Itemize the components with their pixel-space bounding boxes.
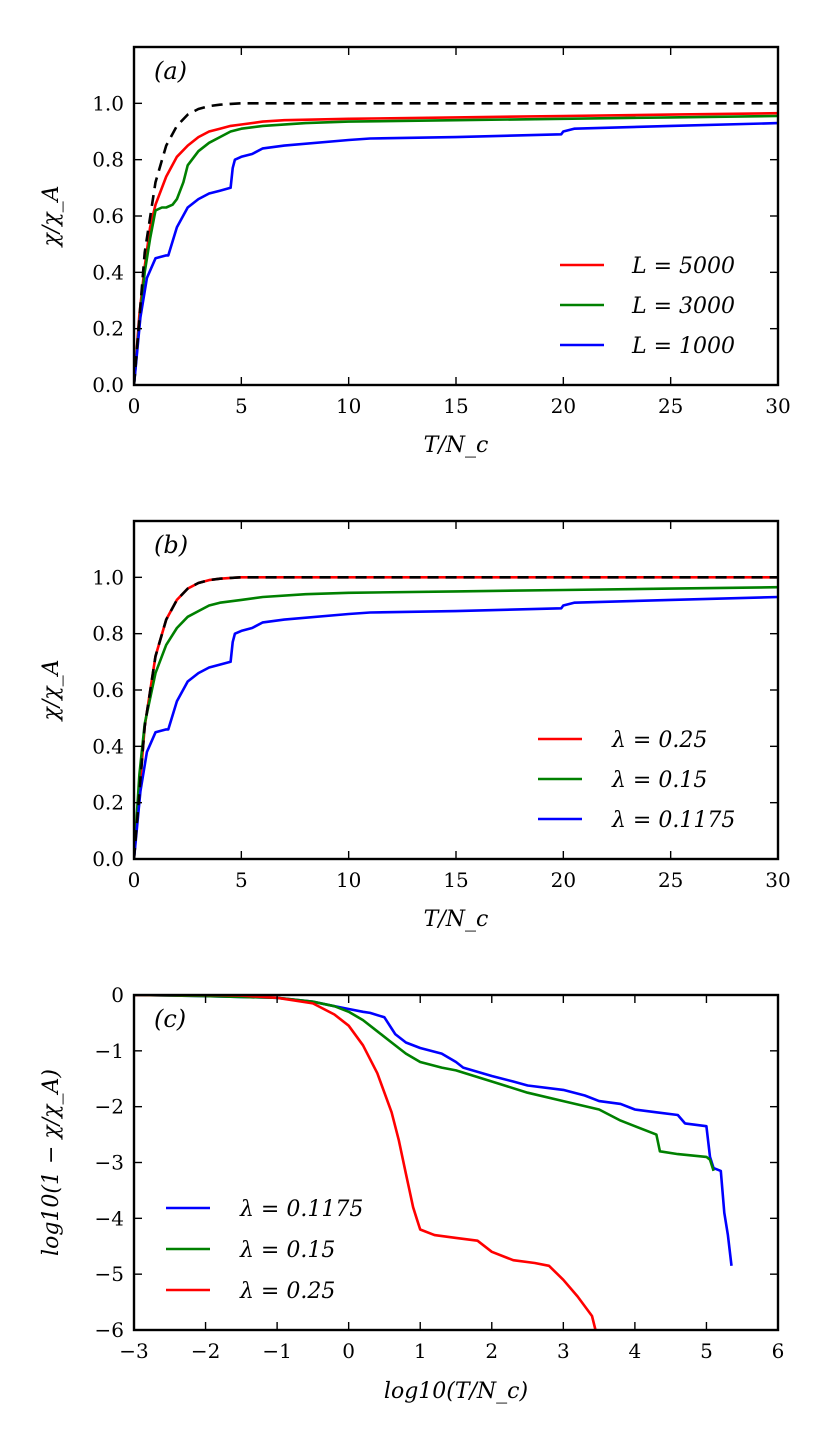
legend-label: λ = 0.15 xyxy=(611,768,707,793)
y-tick-label: 1.0 xyxy=(92,91,124,115)
y-tick-label: 0.2 xyxy=(92,317,124,341)
y-tick-label: 1.0 xyxy=(92,565,124,589)
legend-label: λ = 0.1175 xyxy=(239,1197,363,1222)
y-tick-label: −6 xyxy=(95,1318,124,1342)
series-line-reference xyxy=(134,102,778,385)
x-tick-label: 25 xyxy=(658,868,683,892)
y-axis-title: χ/χ_A xyxy=(39,660,64,723)
series-line-2 xyxy=(134,595,778,859)
y-tick-label: −3 xyxy=(95,1151,124,1175)
legend-label: L = 5000 xyxy=(631,254,735,279)
chart-panel-1: 0 5 10 15 20 25 30 0.0 0.2 0.4 0.6 0.8 1.0 T/N_c χ/χ_A… xyxy=(39,519,791,932)
y-tick-label: 0.0 xyxy=(92,847,124,871)
y-tick-label: 0.8 xyxy=(92,622,124,646)
x-tick-label: −2 xyxy=(191,1339,220,1363)
legend-label: λ = 0.1175 xyxy=(611,808,735,833)
panel-label: (c) xyxy=(154,1005,186,1033)
series-line-1 xyxy=(134,995,715,1172)
y-tick-label: 0.4 xyxy=(92,260,124,284)
y-tick-label: 0.8 xyxy=(92,148,124,172)
x-axis-title: T/N_c xyxy=(424,907,489,932)
x-tick-label: 5 xyxy=(700,1339,713,1363)
panel-label: (b) xyxy=(154,531,188,559)
x-tick-label: 0 xyxy=(128,394,141,418)
x-tick-label: 1 xyxy=(414,1339,427,1363)
x-tick-label: 5 xyxy=(235,394,248,418)
x-tick-label: 15 xyxy=(443,394,468,418)
series-line-0 xyxy=(134,111,778,385)
x-tick-label: 0 xyxy=(128,868,141,892)
x-tick-label: 2 xyxy=(485,1339,498,1363)
x-tick-label: 10 xyxy=(336,394,361,418)
y-axis-title: log10(1 − χ/χ_A) xyxy=(39,1069,64,1256)
series-line-2 xyxy=(134,121,778,385)
x-tick-label: 20 xyxy=(551,868,576,892)
x-tick-label: 20 xyxy=(551,394,576,418)
legend: λ = 0.25 λ = 0.15 λ = 0.1175 xyxy=(538,728,735,833)
legend-label: λ = 0.25 xyxy=(239,1279,335,1304)
x-tick-label: −1 xyxy=(262,1339,291,1363)
panel-label: (a) xyxy=(154,57,187,85)
x-tick-label: 0 xyxy=(342,1339,355,1363)
series-line-1 xyxy=(134,114,778,385)
y-tick-label: 0.6 xyxy=(92,678,124,702)
x-tick-label: 10 xyxy=(336,868,361,892)
series-line-reference xyxy=(134,576,778,859)
y-tick-label: 0 xyxy=(111,983,124,1007)
y-tick-label: 0.4 xyxy=(92,734,124,758)
chart-panel-0: 0 5 10 15 20 25 30 0.0 0.2 0.4 0.6 0.8 1.0 T/N_c χ/χ_A… xyxy=(39,45,791,458)
y-tick-label: 0.6 xyxy=(92,204,124,228)
series-group xyxy=(134,576,778,859)
y-axis-title: χ/χ_A xyxy=(39,186,64,249)
series-group xyxy=(134,102,778,385)
series-line-2 xyxy=(134,995,597,1330)
x-tick-label: 15 xyxy=(443,868,468,892)
y-tick-label: −2 xyxy=(95,1095,124,1119)
series-line-0 xyxy=(134,995,733,1266)
series-group xyxy=(134,995,733,1330)
x-tick-label: 6 xyxy=(772,1339,785,1363)
x-tick-label: 25 xyxy=(658,394,683,418)
x-tick-label: 4 xyxy=(629,1339,642,1363)
legend: λ = 0.1175 λ = 0.15 λ = 0.25 xyxy=(166,1197,363,1304)
legend-label: λ = 0.25 xyxy=(611,728,707,753)
y-tick-label: −1 xyxy=(95,1039,124,1063)
y-tick-label: 0.2 xyxy=(92,791,124,815)
x-tick-label: 3 xyxy=(557,1339,570,1363)
x-tick-label: 30 xyxy=(765,394,790,418)
x-axis-title: log10(T/N_c) xyxy=(384,1379,528,1404)
plot-frame xyxy=(132,993,780,1332)
x-tick-label: −3 xyxy=(119,1339,148,1363)
chart-panel-2: −3 −2 −1 0 1 2 3 4 5 6 0 −1 −2 −3 −4 −5 −6 log10(T/N_c) lo… xyxy=(39,983,784,1404)
x-tick-label: 30 xyxy=(765,868,790,892)
y-tick-label: −5 xyxy=(95,1262,124,1286)
y-tick-label: −4 xyxy=(95,1206,124,1230)
legend-label: λ = 0.15 xyxy=(239,1238,335,1263)
x-axis-title: T/N_c xyxy=(424,433,489,458)
legend-label: L = 1000 xyxy=(631,334,735,359)
legend: L = 5000 L = 3000 L = 1000 xyxy=(560,254,735,359)
series-line-1 xyxy=(134,585,778,859)
x-tick-label: 5 xyxy=(235,868,248,892)
y-tick-label: 0.0 xyxy=(92,373,124,397)
legend-label: L = 3000 xyxy=(631,294,735,319)
